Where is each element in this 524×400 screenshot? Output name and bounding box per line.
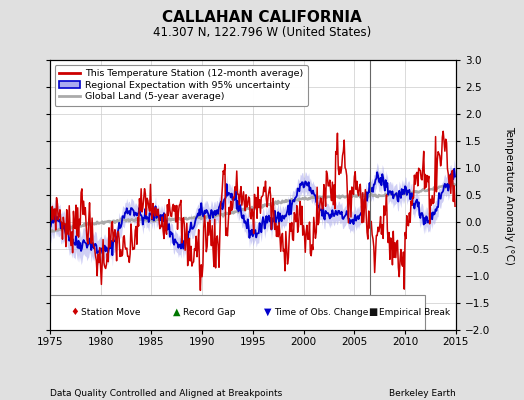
Text: Berkeley Earth: Berkeley Earth [389, 389, 456, 398]
Text: 41.307 N, 122.796 W (United States): 41.307 N, 122.796 W (United States) [153, 26, 371, 39]
Legend: This Temperature Station (12-month average), Regional Expectation with 95% uncer: This Temperature Station (12-month avera… [54, 65, 308, 106]
Text: Time of Obs. Change: Time of Obs. Change [274, 308, 368, 317]
Text: Station Move: Station Move [81, 308, 141, 317]
Text: ■: ■ [368, 307, 377, 317]
Text: Empirical Break: Empirical Break [379, 308, 450, 317]
Text: CALLAHAN CALIFORNIA: CALLAHAN CALIFORNIA [162, 10, 362, 25]
Text: ♦: ♦ [71, 307, 80, 317]
Text: Data Quality Controlled and Aligned at Breakpoints: Data Quality Controlled and Aligned at B… [50, 389, 282, 398]
Text: ▼: ▼ [264, 307, 272, 317]
Y-axis label: Temperature Anomaly (°C): Temperature Anomaly (°C) [504, 126, 514, 264]
Text: Record Gap: Record Gap [183, 308, 235, 317]
Text: ▲: ▲ [173, 307, 180, 317]
Bar [50, 295, 425, 330]
